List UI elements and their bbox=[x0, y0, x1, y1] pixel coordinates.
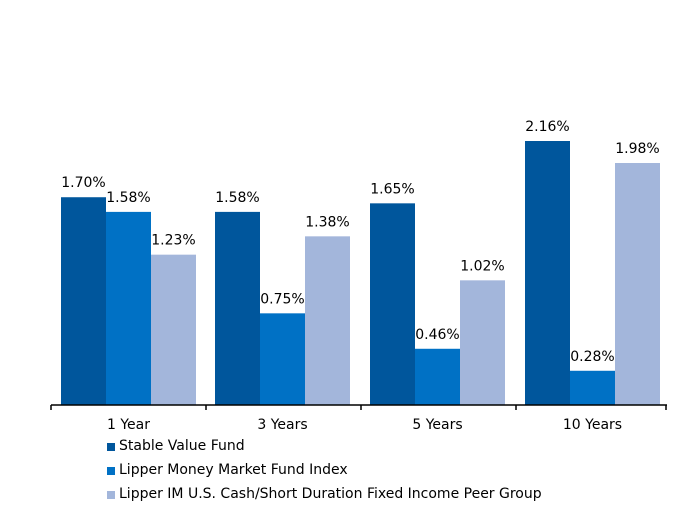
legend-swatch bbox=[107, 467, 115, 475]
bar bbox=[525, 141, 570, 405]
bar bbox=[460, 280, 505, 405]
data-label: 1.58% bbox=[215, 190, 259, 206]
bar bbox=[106, 211, 151, 405]
bar bbox=[370, 203, 415, 405]
legend-item-stable-value-fund: Stable Value Fund bbox=[107, 434, 542, 458]
data-label: 2.16% bbox=[525, 119, 569, 135]
legend-label: Lipper IM U.S. Cash/Short Duration Fixed… bbox=[119, 486, 542, 502]
legend-label: Stable Value Fund bbox=[119, 438, 245, 454]
data-label: 1.98% bbox=[615, 141, 659, 157]
data-label: 0.46% bbox=[415, 327, 459, 343]
legend-swatch bbox=[107, 491, 115, 499]
legend-item-lipper-money-market: Lipper Money Market Fund Index bbox=[107, 458, 542, 482]
data-label: 1.38% bbox=[305, 214, 349, 230]
legend-swatch bbox=[107, 443, 115, 451]
data-label: 1.02% bbox=[460, 258, 504, 274]
bar bbox=[570, 370, 615, 405]
bar bbox=[151, 254, 196, 405]
data-label: 0.28% bbox=[570, 349, 614, 365]
bar bbox=[415, 348, 460, 405]
x-tick-label: 3 Years bbox=[257, 417, 307, 433]
bar bbox=[215, 211, 260, 405]
bar bbox=[61, 197, 106, 405]
bar bbox=[260, 313, 305, 405]
x-tick-label: 1 Year bbox=[107, 417, 150, 433]
data-label: 1.65% bbox=[370, 181, 414, 197]
bar bbox=[305, 236, 350, 405]
data-label: 1.58% bbox=[106, 190, 150, 206]
legend-label: Lipper Money Market Fund Index bbox=[119, 462, 348, 478]
data-label: 1.23% bbox=[151, 233, 195, 249]
legend-item-lipper-im-peer-group: Lipper IM U.S. Cash/Short Duration Fixed… bbox=[107, 482, 542, 506]
data-label: 1.70% bbox=[61, 175, 105, 191]
bar bbox=[615, 163, 660, 405]
data-label: 0.75% bbox=[260, 291, 304, 307]
chart-legend: Stable Value Fund Lipper Money Market Fu… bbox=[107, 434, 542, 506]
x-tick-label: 5 Years bbox=[412, 417, 462, 433]
x-tick-label: 10 Years bbox=[563, 417, 622, 433]
